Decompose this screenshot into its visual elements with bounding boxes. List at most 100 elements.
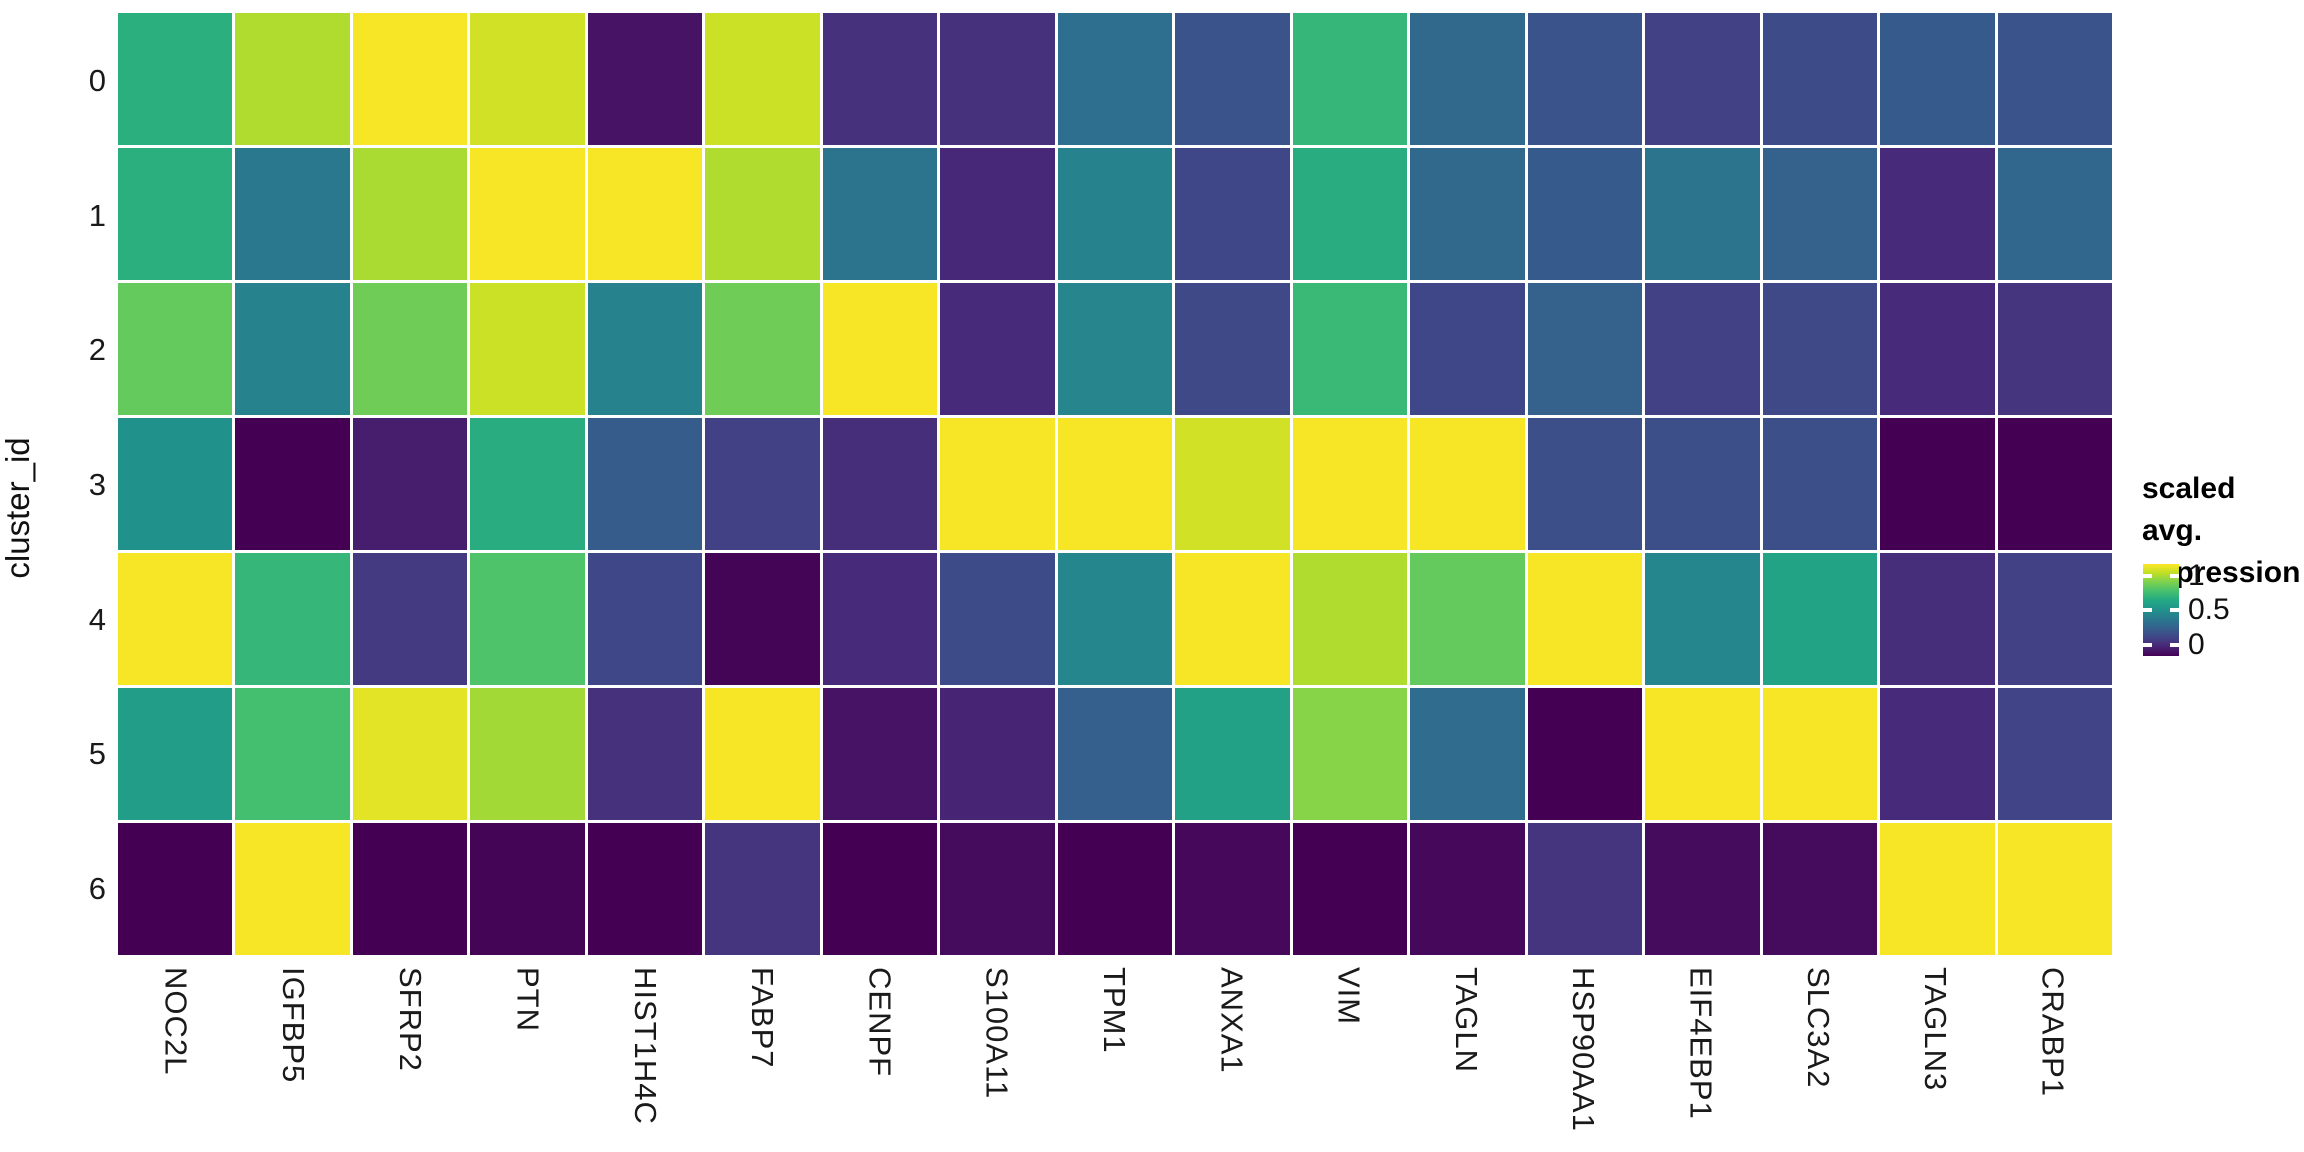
heatmap-cell — [705, 13, 820, 145]
heatmap-cell — [587, 148, 703, 280]
heatmap-cell — [1410, 688, 1525, 820]
heatmap-cell — [587, 283, 703, 415]
heatmap-cell — [1292, 823, 1408, 955]
heatmap-cell — [1410, 418, 1525, 550]
heatmap-cell — [1527, 418, 1643, 550]
heatmap-cell — [235, 418, 350, 550]
heatmap-cell — [1645, 418, 1760, 550]
legend-title-line1: scaled avg. — [2142, 472, 2236, 547]
colorbar-tickmark — [2170, 642, 2179, 647]
heatmap-cell — [352, 418, 468, 550]
heatmap-cell — [1175, 553, 1290, 685]
heatmap-cell — [705, 148, 820, 280]
heatmap-cell — [1292, 148, 1408, 280]
heatmap-cell — [118, 823, 233, 955]
heatmap-cell — [352, 283, 468, 415]
colorbar-tickmark — [2170, 608, 2179, 613]
y-tick-label: 5 — [88, 736, 106, 772]
x-tick-label: HSP90AA1 — [1566, 967, 1602, 1132]
heatmap-cell — [1175, 13, 1290, 145]
heatmap-cell — [1997, 13, 2112, 145]
heatmap-cell — [118, 418, 233, 550]
x-tick-label: SLC3A2 — [1800, 967, 1836, 1089]
heatmap-cell — [118, 688, 233, 820]
heatmap-cell — [587, 13, 703, 145]
heatmap-cell — [940, 13, 1055, 145]
heatmap-cell — [1057, 823, 1173, 955]
heatmap-cell — [235, 688, 350, 820]
heatmap-cell — [1057, 283, 1173, 415]
legend-tick-label: 0.5 — [2188, 593, 2230, 627]
heatmap-cell — [470, 553, 585, 685]
y-tick-label: 2 — [88, 332, 106, 368]
heatmap-cell — [1762, 823, 1878, 955]
heatmap-cell — [352, 13, 468, 145]
heatmap-cell — [1762, 13, 1878, 145]
heatmap-cell — [470, 418, 585, 550]
heatmap-cell — [1057, 148, 1173, 280]
heatmap-cell — [1410, 553, 1525, 685]
heatmap-cell — [1410, 283, 1525, 415]
heatmap-panel — [118, 13, 2112, 955]
heatmap-cell — [1527, 553, 1643, 685]
heatmap-cell — [1292, 418, 1408, 550]
heatmap-cell — [1645, 148, 1760, 280]
legend-tick-label: 1 — [2188, 558, 2205, 592]
heatmap-cell — [1527, 13, 1643, 145]
heatmap-cell — [1292, 688, 1408, 820]
heatmap-cell — [822, 148, 938, 280]
heatmap-cell — [1762, 688, 1878, 820]
heatmap-cell — [1880, 148, 1995, 280]
y-tick-label: 6 — [88, 870, 106, 906]
heatmap-cell — [1645, 553, 1760, 685]
heatmap-cell — [1645, 13, 1760, 145]
heatmap-cell — [705, 553, 820, 685]
heatmap-cell — [940, 283, 1055, 415]
y-tick-label: 3 — [88, 467, 106, 502]
heatmap-cell — [1410, 13, 1525, 145]
heatmap-cell — [1057, 418, 1173, 550]
x-tick-label: VIM — [1331, 967, 1367, 1026]
heatmap-cell — [352, 148, 468, 280]
heatmap-cell — [235, 13, 350, 145]
heatmap-cell — [1645, 283, 1760, 415]
x-tick-label: CRABP1 — [2035, 967, 2071, 1098]
heatmap-cell — [1410, 148, 1525, 280]
legend-colorbar — [2143, 564, 2179, 656]
heatmap-cell — [822, 553, 938, 685]
x-tick-label: CENPF — [862, 967, 898, 1078]
heatmap-cell — [470, 148, 585, 280]
heatmap-cell — [822, 418, 938, 550]
x-tick-label: HIST1H4C — [627, 967, 663, 1125]
x-tick-label: FABP7 — [745, 967, 781, 1069]
heatmap-cell — [1880, 418, 1995, 550]
heatmap-cell — [1175, 823, 1290, 955]
heatmap-cell — [1410, 823, 1525, 955]
x-tick-label: ANXA1 — [1214, 967, 1250, 1074]
heatmap-cell — [470, 823, 585, 955]
heatmap-cell — [1997, 283, 2112, 415]
heatmap-cell — [1762, 283, 1878, 415]
heatmap-cell — [940, 553, 1055, 685]
heatmap-cell — [822, 823, 938, 955]
heatmap-cell — [235, 148, 350, 280]
heatmap-cell — [118, 553, 233, 685]
y-axis-title-text: cluster_id — [0, 437, 36, 579]
heatmap-cell — [1880, 553, 1995, 685]
heatmap-cell — [587, 688, 703, 820]
y-tick-label: 1 — [88, 197, 106, 233]
heatmap-cell — [118, 283, 233, 415]
heatmap-cell — [1175, 148, 1290, 280]
heatmap-cell — [235, 553, 350, 685]
heatmap-cell — [705, 283, 820, 415]
x-tick-label: EIF4EBP1 — [1683, 967, 1719, 1120]
heatmap-cell — [118, 13, 233, 145]
heatmap-cell — [1880, 688, 1995, 820]
heatmap-cell — [1527, 823, 1643, 955]
colorbar-tickmark — [2143, 608, 2152, 613]
heatmap-cell — [587, 823, 703, 955]
heatmap-cell — [1645, 823, 1760, 955]
heatmap-cell — [822, 13, 938, 145]
heatmap-cell — [1880, 13, 1995, 145]
heatmap-cell — [1880, 283, 1995, 415]
